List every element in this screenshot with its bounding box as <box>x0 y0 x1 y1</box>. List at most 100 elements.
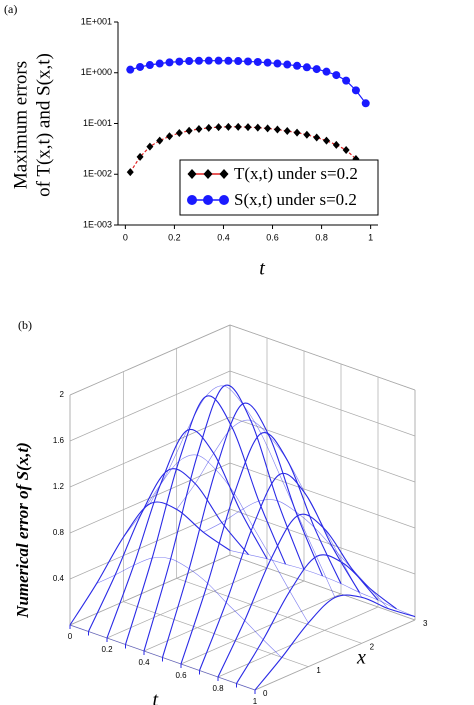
t-tick-label: 0 <box>68 632 73 641</box>
marker <box>303 130 311 139</box>
marker <box>322 67 331 76</box>
marker <box>126 65 135 74</box>
grid-line <box>69 416 231 488</box>
grid-line <box>229 370 416 437</box>
x-tick-label: 0 <box>123 232 128 242</box>
x-tick-label: 0 <box>263 689 268 698</box>
marker <box>204 56 213 65</box>
panel-label: (a) <box>4 2 17 16</box>
y-tick-label: 1E-003 <box>83 219 112 229</box>
z-tick-label: 1.6 <box>53 436 65 445</box>
x-tick-label: 2 <box>370 642 375 651</box>
surface-curve <box>123 454 309 624</box>
marker <box>214 56 223 65</box>
marker <box>234 57 243 66</box>
marker <box>244 123 252 132</box>
x-axis-label: t <box>259 258 265 280</box>
surface-curve <box>69 624 256 691</box>
legend-marker <box>203 169 213 179</box>
grid-line <box>106 567 268 639</box>
legend-marker <box>187 195 197 205</box>
marker <box>273 59 282 68</box>
t-tick-label: 1 <box>253 697 258 705</box>
grid-line <box>69 370 231 442</box>
grid-line <box>229 324 416 391</box>
legend-label: T(x,t) under s=0.2 <box>234 164 358 183</box>
surface-curve <box>203 499 389 609</box>
marker <box>234 122 242 131</box>
legend-marker <box>219 169 229 179</box>
marker <box>156 136 164 145</box>
marker <box>342 146 350 155</box>
series-line <box>130 60 367 104</box>
marker <box>332 71 341 80</box>
marker <box>136 62 145 71</box>
z-axis-label: Numerical error of S(x,t) <box>13 442 32 619</box>
marker <box>264 124 272 133</box>
marker <box>302 63 311 72</box>
t-tick-label: 0.4 <box>138 658 150 667</box>
y-tick-label: 1E+000 <box>81 67 112 77</box>
marker <box>155 59 164 68</box>
legend-marker <box>219 195 229 205</box>
x-tick-label: 3 <box>423 619 428 628</box>
z-tick-label: 0.8 <box>53 528 65 537</box>
marker <box>283 60 292 69</box>
t-tick-label: 0.8 <box>212 684 224 693</box>
marker <box>136 152 144 161</box>
y-axis-label: of T(x,t) and S(x,t) <box>33 53 54 197</box>
marker <box>224 56 233 65</box>
marker <box>283 127 291 136</box>
grid-line <box>229 508 416 575</box>
surface-curve <box>96 557 282 658</box>
grid-line <box>176 578 362 644</box>
marker <box>195 124 203 133</box>
grid-line <box>229 416 416 483</box>
marker <box>215 123 223 132</box>
grid-line <box>180 593 342 665</box>
marker <box>244 57 252 66</box>
marker <box>166 132 174 141</box>
grid-line <box>217 606 379 678</box>
marker <box>273 125 281 134</box>
legend-label: S(x,t) under s=0.2 <box>234 190 357 209</box>
y-tick-label: 1E-002 <box>83 169 112 179</box>
marker <box>126 168 134 177</box>
marker <box>351 86 360 95</box>
x-tick-label: 0.6 <box>266 232 279 242</box>
grid-line <box>229 462 416 529</box>
surface-curve <box>149 385 336 598</box>
x-tick-label: 0.8 <box>315 232 328 242</box>
surface-curve <box>69 501 231 626</box>
marker <box>332 140 340 149</box>
grid-line <box>69 508 231 580</box>
surface-curve <box>236 554 397 684</box>
legend-marker <box>187 169 197 179</box>
x-tick-label: 1 <box>368 232 373 242</box>
marker <box>165 58 174 67</box>
x-axis-label: x <box>356 647 366 669</box>
y-tick-label: 1E-001 <box>83 118 112 128</box>
marker <box>185 126 193 135</box>
marker <box>293 61 302 70</box>
surface-curve <box>106 428 268 639</box>
t-tick-label: 0.6 <box>175 671 187 680</box>
marker <box>175 128 183 137</box>
z-tick-label: 0.4 <box>53 574 65 583</box>
marker <box>253 57 262 66</box>
marker <box>263 58 272 67</box>
legend-marker <box>203 195 213 205</box>
marker <box>312 65 321 74</box>
marker <box>342 76 351 85</box>
marker <box>146 142 154 151</box>
marker <box>361 99 370 108</box>
grid-line <box>143 580 305 652</box>
t-tick-label: 0.2 <box>101 645 113 654</box>
y-tick-label: 1E+001 <box>81 16 112 26</box>
surface-curve <box>229 550 416 617</box>
marker <box>224 122 232 131</box>
panel-label: (b) <box>18 318 32 332</box>
marker <box>185 57 194 66</box>
grid-line <box>229 554 416 621</box>
